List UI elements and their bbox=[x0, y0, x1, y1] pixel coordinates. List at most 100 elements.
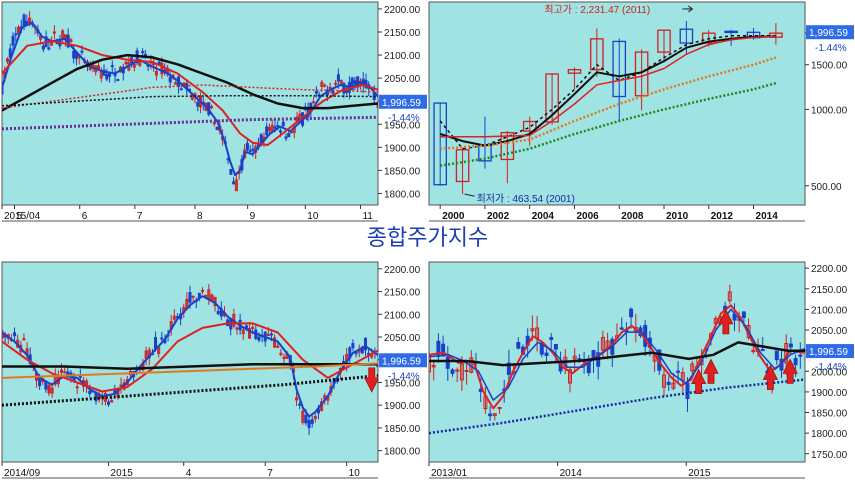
x-tick-label: 2013/01 bbox=[431, 468, 468, 479]
candle-down bbox=[11, 35, 15, 46]
x-tick-label: 2008 bbox=[621, 211, 644, 222]
candle-down bbox=[229, 169, 233, 175]
candle-up bbox=[572, 355, 577, 360]
candle-up bbox=[241, 329, 245, 335]
candle-up bbox=[124, 61, 128, 65]
page-title: 종합주가지수 bbox=[366, 226, 489, 251]
candle-down bbox=[354, 352, 358, 355]
candle-up bbox=[2, 330, 4, 339]
x-tick-label: 2014 bbox=[756, 211, 779, 222]
y-tick-label: 1800.00 bbox=[384, 189, 421, 200]
candle-up bbox=[301, 410, 305, 423]
x-tick-label: 2014/09 bbox=[4, 468, 41, 479]
candle-down bbox=[629, 308, 634, 318]
x-tick-label: 8 bbox=[197, 211, 203, 222]
y-tick-label: 1750.00 bbox=[811, 450, 848, 461]
x-tick-label: 2015 bbox=[688, 468, 711, 479]
y-tick-label: 2050.00 bbox=[384, 74, 421, 85]
last-price-box bbox=[379, 94, 427, 109]
x-tick-label: 2014 bbox=[560, 468, 583, 479]
candle-down bbox=[298, 403, 302, 406]
candle-down bbox=[353, 80, 357, 84]
x-tick-label: 10 bbox=[349, 468, 361, 479]
candle-down bbox=[307, 420, 311, 429]
candle-up bbox=[132, 64, 136, 68]
candle-up bbox=[251, 327, 255, 330]
x-tick-label: 7 bbox=[137, 211, 143, 222]
candle-down bbox=[345, 90, 349, 93]
candle-up bbox=[6, 58, 10, 62]
moving-average-line-1 bbox=[429, 308, 805, 401]
candle-down bbox=[304, 415, 308, 424]
candle-up bbox=[320, 81, 324, 87]
candle-up bbox=[234, 179, 238, 192]
moving-average-line-2 bbox=[440, 35, 776, 138]
candle-down bbox=[774, 350, 779, 361]
y-tick-label: 2000.00 bbox=[811, 367, 848, 378]
candle-up bbox=[212, 122, 216, 125]
y-tick-label: 2100.00 bbox=[384, 51, 421, 62]
candle-down bbox=[441, 343, 446, 357]
y-tick-label: 2100.00 bbox=[811, 305, 848, 316]
candle-up bbox=[60, 369, 64, 373]
signal-arrow-0 bbox=[690, 368, 707, 395]
candle-down bbox=[433, 102, 447, 186]
panel-daily-2014-2015: 1800.001850.001900.001950.002000.002050.… bbox=[1, 261, 427, 479]
last-price-label: 1,996.59 bbox=[382, 98, 421, 109]
candle-down bbox=[310, 419, 314, 424]
candle-up bbox=[75, 386, 79, 389]
candle-down bbox=[281, 121, 285, 127]
candle-down bbox=[685, 382, 690, 400]
moving-average-line-2 bbox=[2, 363, 378, 371]
candle-down bbox=[216, 310, 220, 315]
candle-down bbox=[445, 356, 450, 369]
candle-down bbox=[44, 381, 48, 390]
candle-down bbox=[110, 65, 114, 68]
x-tick-label: 2015 bbox=[111, 468, 134, 479]
candle-down bbox=[488, 413, 493, 417]
candle-up bbox=[334, 82, 338, 85]
candle-up bbox=[339, 79, 343, 84]
y-tick-label: 1900.00 bbox=[384, 143, 421, 154]
last-price-label: 1,996.59 bbox=[382, 356, 421, 367]
candle-down bbox=[141, 51, 145, 54]
candle-up bbox=[497, 406, 502, 409]
change-label: -1.44% bbox=[815, 43, 847, 54]
candle-down bbox=[108, 72, 112, 77]
candle-up bbox=[50, 387, 54, 394]
candle-up bbox=[22, 338, 26, 341]
x-tick-label: 2004 bbox=[532, 211, 555, 222]
candle-up bbox=[492, 413, 497, 416]
candle-up bbox=[282, 356, 286, 359]
last-price-label: 1,996.59 bbox=[809, 347, 848, 358]
candle-down bbox=[553, 344, 558, 350]
y-tick-label: 1850.00 bbox=[811, 409, 848, 420]
moving-average-line-0 bbox=[439, 35, 776, 150]
moving-average-line-2 bbox=[2, 53, 378, 112]
candle-up bbox=[191, 295, 195, 298]
candle-down bbox=[179, 88, 183, 91]
candle-up bbox=[662, 374, 666, 388]
candle-up bbox=[500, 131, 515, 161]
candle-down bbox=[47, 47, 51, 50]
candle-up bbox=[63, 371, 67, 374]
moving-average-line-5 bbox=[2, 115, 378, 131]
annotation-arrow bbox=[464, 193, 475, 197]
plot-background bbox=[428, 1, 806, 206]
last-price-box bbox=[806, 344, 854, 359]
y-tick-label: 2150.00 bbox=[811, 285, 848, 296]
y-tick-label: 2200.00 bbox=[811, 264, 848, 275]
candle-up bbox=[235, 327, 239, 330]
candle-up bbox=[97, 65, 101, 69]
y-tick-label: 2050.00 bbox=[811, 326, 848, 337]
moving-average-line-4 bbox=[2, 374, 378, 407]
candle-down bbox=[80, 50, 84, 53]
moving-average-line-0 bbox=[2, 21, 378, 176]
candle-down bbox=[215, 126, 219, 130]
x-tick-label: 9 bbox=[250, 211, 256, 222]
last-price-label: 1,996.59 bbox=[809, 28, 848, 39]
candle-down bbox=[105, 74, 109, 80]
signal-arrow-3 bbox=[762, 364, 779, 390]
x-tick-label: 2000 bbox=[442, 211, 465, 222]
